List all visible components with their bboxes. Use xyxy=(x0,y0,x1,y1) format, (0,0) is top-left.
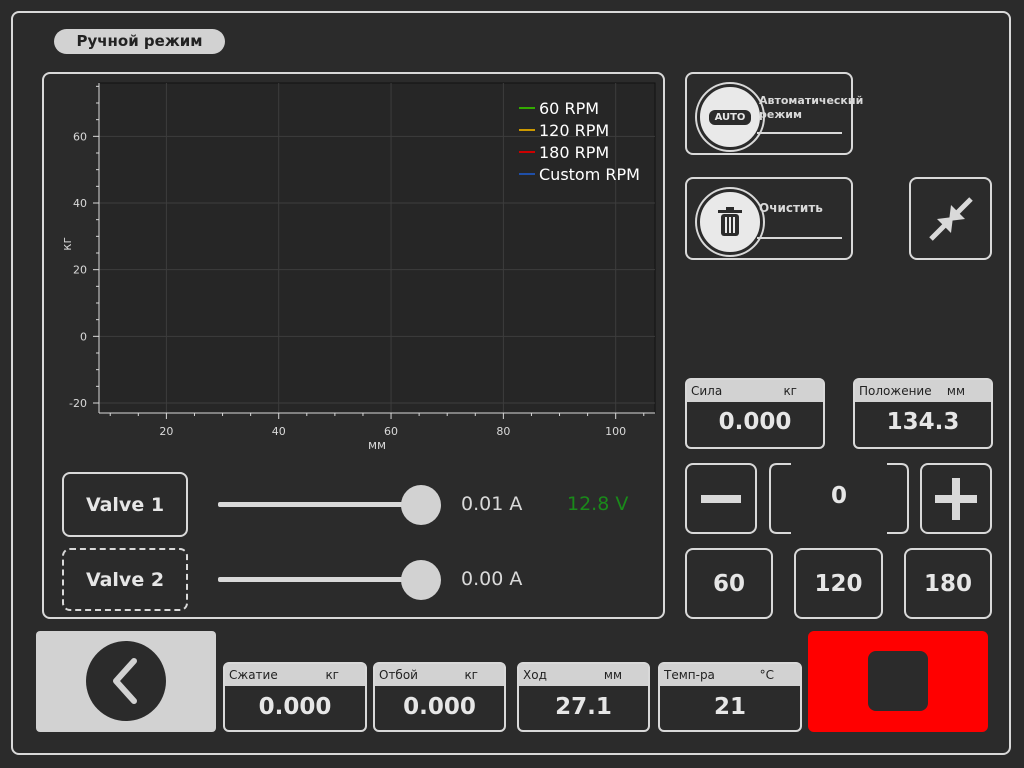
stepper-field[interactable]: 0 xyxy=(769,463,909,534)
stroke-value: 27.1 xyxy=(555,694,612,720)
auto-icon: AUTO xyxy=(697,84,763,150)
chevron-left-icon xyxy=(86,641,166,721)
window-frame xyxy=(11,11,1011,755)
position-label: Положение xyxy=(859,384,932,398)
clear-label: Очистить xyxy=(759,201,823,215)
stroke-card: Ход мм 27.1 xyxy=(517,662,650,732)
stop-button[interactable] xyxy=(808,631,988,732)
valve-2-current: 0.00 A xyxy=(461,568,523,590)
preset-60-label: 60 xyxy=(712,570,745,597)
mode-label: Ручной режим xyxy=(54,29,225,54)
stepper-value: 0 xyxy=(830,483,847,509)
valve-1-button[interactable]: Valve 1 xyxy=(62,472,188,537)
valve-2-label: Valve 2 xyxy=(85,568,165,591)
force-label: Сила xyxy=(691,384,723,398)
valve-1-slider-handle[interactable] xyxy=(401,485,441,525)
preset-120-button[interactable]: 120 xyxy=(794,548,883,619)
temperature-value: 21 xyxy=(713,694,746,720)
auto-badge: AUTO xyxy=(708,109,752,125)
auto-mode-button[interactable]: AUTO Автоматический режим xyxy=(685,72,863,155)
valve-1-current: 0.01 A xyxy=(461,493,523,515)
valve-1-slider-track[interactable] xyxy=(218,502,423,507)
valve-2-slider-track[interactable] xyxy=(218,577,423,582)
compression-card: Сжатие кг 0.000 xyxy=(223,662,367,732)
rebound-card: Отбой кг 0.000 xyxy=(373,662,506,732)
compression-label: Сжатие xyxy=(229,668,278,682)
temperature-unit: °C xyxy=(759,668,774,682)
valve-1-voltage: 12.8 V xyxy=(567,493,629,515)
preset-120-label: 120 xyxy=(814,570,863,597)
increment-button[interactable] xyxy=(920,463,992,534)
position-value: 134.3 xyxy=(886,409,960,435)
preset-180-label: 180 xyxy=(923,570,972,597)
position-card: Положение мм 134.3 xyxy=(853,378,993,449)
rebound-value: 0.000 xyxy=(403,694,476,720)
rebound-label: Отбой xyxy=(379,668,418,682)
clear-button[interactable]: Очистить xyxy=(685,177,853,260)
preset-60-button[interactable]: 60 xyxy=(685,548,773,619)
back-button[interactable] xyxy=(36,631,216,732)
valve-2-button[interactable]: Valve 2 xyxy=(62,548,188,611)
force-card: Сила кг 0.000 xyxy=(685,378,825,449)
minus-icon xyxy=(701,494,741,503)
force-value: 0.000 xyxy=(718,409,792,435)
temperature-label: Темп-ра xyxy=(664,668,715,682)
plus-icon xyxy=(935,477,977,520)
compression-unit: кг xyxy=(325,668,339,682)
compress-arrows-icon xyxy=(928,196,973,241)
decrement-button[interactable] xyxy=(685,463,757,534)
stop-icon xyxy=(868,651,928,711)
stroke-label: Ход xyxy=(523,668,547,682)
compress-button[interactable] xyxy=(909,177,992,260)
rebound-unit: кг xyxy=(464,668,478,682)
trash-icon xyxy=(697,189,763,255)
compression-value: 0.000 xyxy=(258,694,332,720)
temperature-card: Темп-ра °C 21 xyxy=(658,662,802,732)
auto-label-line1: Автоматический xyxy=(759,94,864,107)
valve-1-label: Valve 1 xyxy=(85,493,165,516)
valve-2-slider-handle[interactable] xyxy=(401,560,441,600)
chart-panel xyxy=(42,72,665,619)
stroke-unit: мм xyxy=(603,668,622,682)
auto-label-line2: режим xyxy=(759,108,802,121)
preset-180-button[interactable]: 180 xyxy=(904,548,992,619)
force-unit: кг xyxy=(783,384,797,398)
position-unit: мм xyxy=(946,384,965,398)
